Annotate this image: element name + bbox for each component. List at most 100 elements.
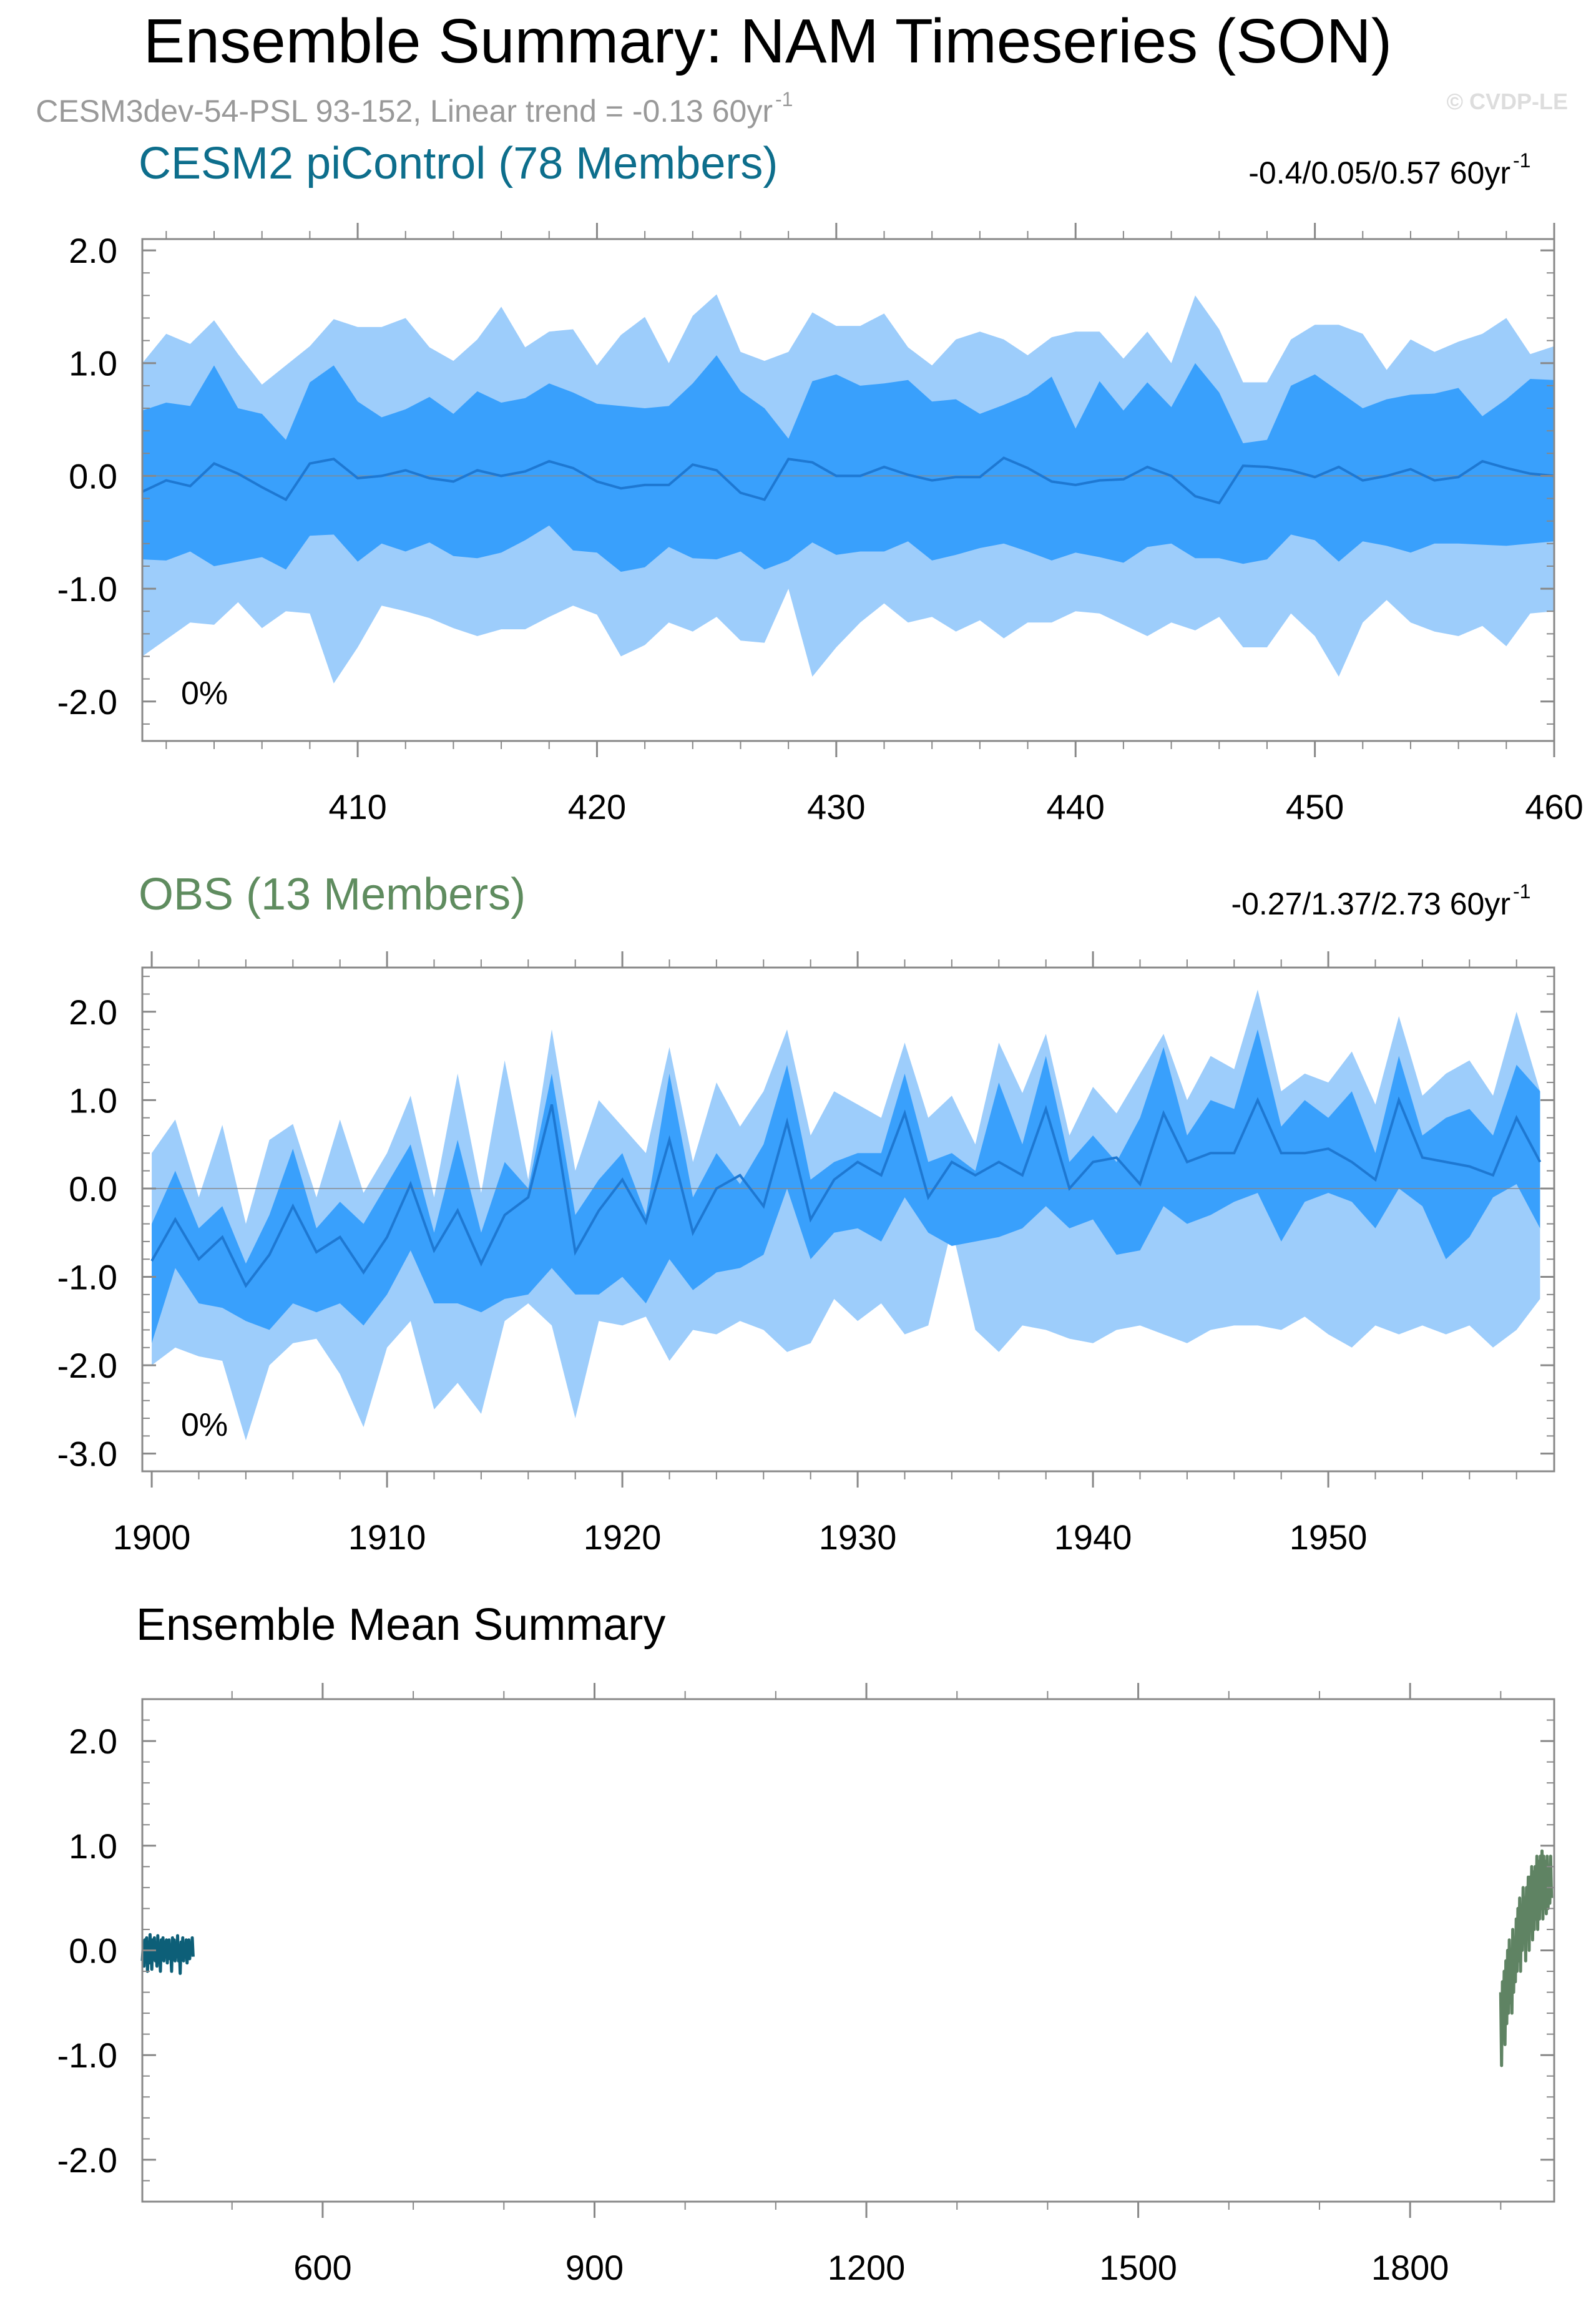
obs-median-point <box>1398 1099 1400 1101</box>
obs-ytick-label: 2.0 <box>69 993 117 1032</box>
cesm2-median-point <box>237 473 239 475</box>
cesm2-median-point <box>356 477 359 479</box>
ensmean-ytick-label: 0.0 <box>69 1931 117 1971</box>
obs-xtick-label: 1940 <box>1054 1517 1132 1557</box>
ensmean-ytick-label: 2.0 <box>69 1722 117 1761</box>
ensmean-xtick-label: 1800 <box>1371 2248 1449 2287</box>
obs-xtick-label: 1910 <box>348 1517 426 1557</box>
panel-obs: OBS (13 Members) -0.27/1.37/2.73 60yr -1… <box>57 870 1555 1557</box>
obs-median-point <box>715 1187 718 1190</box>
cesm2-median-point <box>1002 457 1005 459</box>
cesm2-median-point <box>333 458 335 460</box>
obs-median-point <box>1515 1117 1518 1119</box>
obs-xtick-label: 1950 <box>1290 1517 1368 1557</box>
panel-obs-trend: -0.27/1.37/2.73 60yr <box>1231 886 1510 921</box>
ensmean-xtick-label: 900 <box>565 2248 624 2287</box>
obs-median-point <box>1115 1156 1118 1159</box>
obs-median-point <box>480 1262 482 1265</box>
cesm2-median-point <box>1266 466 1268 468</box>
ensmean-ytick-label: -2.0 <box>57 2140 118 2180</box>
obs-median-point <box>433 1249 436 1252</box>
obs-median-point <box>1186 1161 1188 1164</box>
panel-cesm2: CESM2 piControl (78 Members) -0.4/0.05/0… <box>57 139 1584 826</box>
panel-obs-percent-label: 0% <box>181 1407 228 1443</box>
figure-subtitle: CESM3dev-54-PSL 93-152, Linear trend = -… <box>36 94 773 129</box>
obs-median-point <box>1327 1147 1329 1150</box>
obs-median-point <box>504 1213 506 1216</box>
obs-median-point <box>221 1236 223 1238</box>
cesm2-median-point <box>715 469 718 471</box>
obs-ytick-label: 0.0 <box>69 1169 117 1208</box>
obs-median-point <box>245 1285 247 1287</box>
cesm2-median-point <box>907 474 909 476</box>
obs-median-point <box>1492 1174 1494 1177</box>
cesm2-median-point <box>1218 502 1220 504</box>
cesm2-ytick-label: -1.0 <box>57 569 118 609</box>
cesm2-median-point <box>572 467 574 469</box>
cesm2-median-line <box>142 456 1555 505</box>
obs-median-point <box>880 1174 883 1177</box>
cesm2-median-point <box>595 480 598 483</box>
ensmean-ytick-label: 1.0 <box>69 1826 117 1866</box>
cesm2-ytick-label: 2.0 <box>69 231 117 270</box>
obs-band-25-75 <box>152 1029 1540 1343</box>
obs-median-point <box>739 1174 742 1177</box>
cesm2-median-point <box>1146 466 1148 468</box>
obs-median-point <box>1162 1112 1165 1115</box>
figure-subtitle-superscript: -1 <box>775 88 793 110</box>
cesm2-median-point <box>1361 479 1364 482</box>
cesm2-median-point <box>1170 474 1173 477</box>
cesm2-median-point <box>644 484 646 486</box>
cesm2-median-point <box>308 463 311 465</box>
obs-median-point <box>974 1174 977 1177</box>
obs-median-point <box>1421 1156 1424 1159</box>
cesm2-median-point <box>1122 478 1125 481</box>
cesm2-median-point <box>1099 479 1101 482</box>
obs-median-point <box>1139 1183 1142 1185</box>
cesm2-median-point <box>1050 480 1053 483</box>
cesm2-median-point <box>1505 467 1507 469</box>
cesm2-median-point <box>1194 495 1197 498</box>
cesm2-xtick-label: 440 <box>1047 787 1105 826</box>
obs-median-point <box>1539 1161 1541 1164</box>
obs-median-point <box>668 1139 671 1141</box>
ensmean-ytick-label: -1.0 <box>57 2036 118 2075</box>
obs-median-point <box>645 1221 647 1223</box>
obs-median-point <box>386 1236 388 1238</box>
cesm2-median-point <box>548 460 551 463</box>
cesm2-xtick-label: 450 <box>1286 787 1344 826</box>
cesm2-median-point <box>763 498 766 501</box>
cesm2-median-point <box>883 466 886 468</box>
obs-median-point <box>1374 1179 1377 1181</box>
obs-median-point <box>762 1205 765 1207</box>
cesm2-median-point <box>428 477 431 479</box>
obs-ytick-label: -2.0 <box>57 1346 118 1385</box>
obs-ytick-label: 1.0 <box>69 1081 117 1120</box>
cesm2-median-point <box>668 484 670 486</box>
cesm2-median-point <box>285 498 287 501</box>
cesm2-median-point <box>1529 473 1532 475</box>
panel-obs-title: OBS (13 Members) <box>139 870 526 919</box>
cesm2-xtick-label: 460 <box>1525 787 1583 826</box>
obs-ytick-label: -3.0 <box>57 1434 118 1474</box>
obs-median-point <box>810 1218 812 1221</box>
cesm2-median-point <box>1457 476 1460 478</box>
obs-median-point <box>786 1121 788 1124</box>
obs-median-point <box>927 1196 929 1199</box>
obs-median-point <box>1092 1161 1094 1164</box>
cesm2-median-point <box>261 486 263 489</box>
ensmean-series-obs <box>1499 1849 1554 2067</box>
cesm2-xtick-label: 420 <box>568 787 626 826</box>
cesm2-ytick-label: 0.0 <box>69 456 117 496</box>
cesm2-median-point <box>1242 464 1245 467</box>
obs-median-point <box>1280 1152 1283 1154</box>
obs-median-point <box>1045 1108 1047 1110</box>
cesm2-xtick-label: 430 <box>807 787 865 826</box>
cesm2-median-point <box>1027 467 1029 469</box>
obs-median-point <box>1445 1161 1447 1164</box>
panel-cesm2-trend: -0.4/0.05/0.57 60yr <box>1248 155 1510 190</box>
cesm2-median-point <box>1290 469 1292 471</box>
obs-median-point <box>315 1251 318 1253</box>
obs-median-point <box>574 1251 577 1253</box>
